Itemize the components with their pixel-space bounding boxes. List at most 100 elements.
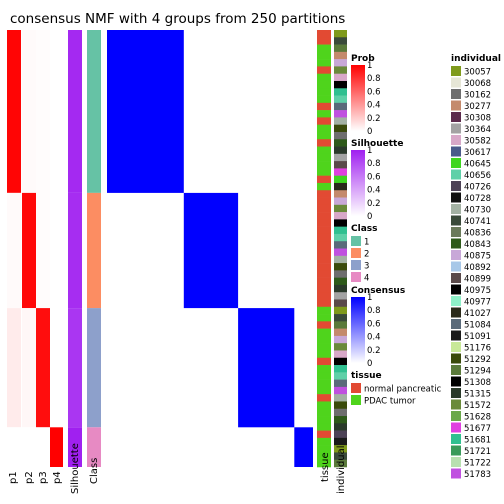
- legend-individual-label: 30617: [464, 148, 491, 158]
- tissue-cell: [317, 124, 331, 133]
- individual-cell: [334, 430, 347, 439]
- individual-cell: [334, 416, 347, 424]
- legend-individual-swatch: [451, 411, 461, 421]
- legend-individual-label: 51084: [464, 321, 491, 331]
- tissue-cell: [317, 73, 331, 82]
- legend-individual-swatch: [451, 365, 461, 375]
- consensus-block-2: [183, 192, 239, 309]
- legend-individual-label: 51628: [464, 413, 491, 423]
- legend-individual-label: 40975: [464, 286, 491, 296]
- legend-prob-ticks: 1 0.8 0.6 0.4 0.2 0: [367, 61, 381, 137]
- legend-tissue-title: tissue: [351, 371, 382, 381]
- legend-consensus-title: Consensus: [351, 286, 405, 296]
- legend-individual-label: 51722: [464, 459, 491, 469]
- individual-cell: [334, 270, 347, 278]
- tissue-cell: [317, 95, 331, 104]
- legend-prob-tick: 0: [367, 127, 372, 137]
- legend-individual-swatch: [451, 261, 461, 272]
- tissue-cell: [317, 350, 331, 359]
- legend-consensus: Consensus 1 0.8 0.6 0.4 0.2 0: [351, 286, 405, 369]
- legend-individual-label: 40836: [464, 229, 491, 239]
- legend-tissue-label: normal pancreatic: [364, 385, 442, 395]
- legend-individual-label: 51308: [464, 378, 491, 388]
- tissue-cell: [317, 182, 331, 191]
- individual-cell: [334, 153, 347, 162]
- tissue-cell: [317, 197, 331, 206]
- individual-cell: [334, 30, 347, 38]
- legend-individual-swatch: [451, 445, 461, 456]
- legend-individual-label: 51292: [464, 355, 491, 365]
- tissue-cell: [317, 88, 331, 96]
- tissue-cell: [317, 117, 331, 125]
- class-cell-1: [87, 30, 101, 193]
- legend-individual-swatch: [451, 330, 461, 341]
- tissue-cell: [317, 161, 331, 169]
- tissue-cell: [317, 277, 331, 286]
- tissue-cell: [317, 394, 331, 402]
- individual-cell: [334, 372, 347, 380]
- individual-cell: [334, 314, 347, 322]
- legend-silhouette-tick: 0.8: [367, 159, 381, 169]
- tissue-cell: [317, 204, 331, 213]
- legend-class-swatch: [351, 272, 361, 282]
- tissue-cell: [317, 379, 331, 388]
- legend-individual-swatch: [451, 468, 461, 479]
- legend-individual-swatch: [451, 388, 461, 398]
- tissue-cell: [317, 357, 331, 366]
- individual-cell: [334, 335, 347, 344]
- individual-cell: [334, 80, 347, 89]
- legend-individual-swatch: [451, 181, 461, 191]
- individual-cell: [334, 321, 347, 329]
- legend-tissue-swatch: [351, 383, 361, 393]
- tissue-cell: [317, 51, 331, 60]
- legend-silhouette-tick: 0.4: [367, 186, 381, 196]
- legend-individual-label: 51681: [464, 436, 491, 446]
- class-cell-2: [87, 192, 101, 309]
- individual-cell: [334, 226, 347, 235]
- individual-cell: [334, 175, 347, 184]
- individual-cell: [334, 212, 347, 220]
- axis-label-silhouette: Silhouette: [70, 443, 81, 494]
- individual-cell: [334, 437, 347, 446]
- legend-silhouette-title: Silhouette: [351, 139, 403, 149]
- legend-silhouette: Silhouette 1 0.8 0.6 0.4 0.2 0: [351, 139, 403, 222]
- legend-individual-label: 30162: [464, 91, 491, 101]
- silhouette-cell-class-2: [68, 192, 82, 309]
- tissue-cell: [317, 190, 331, 198]
- legend-individual-swatch: [451, 192, 461, 203]
- individual-cell: [334, 219, 347, 227]
- prob-cell-p1-class-3: [7, 308, 21, 428]
- legend-individual-label: 30308: [464, 114, 491, 124]
- prob-cell-p3-class-2: [36, 192, 50, 309]
- legend-tissue-label: PDAC tumor: [364, 397, 416, 407]
- legend-individual-label: 51721: [464, 447, 491, 457]
- tissue-cell: [317, 219, 331, 227]
- individual-cell: [334, 452, 347, 461]
- prob-cell-p4-class-2: [50, 192, 63, 309]
- legend-consensus-tick: 0.8: [367, 306, 381, 316]
- individual-cell: [334, 263, 347, 271]
- tissue-cell: [317, 386, 331, 395]
- legend-consensus-tick: 0: [367, 359, 372, 369]
- legend-individual-label: 51783: [464, 470, 491, 480]
- individual-cell: [334, 306, 347, 315]
- prob-cell-p2-class-4: [22, 427, 36, 467]
- individual-cell: [334, 328, 347, 337]
- legend-individual-swatch: [451, 296, 461, 306]
- tissue-cell: [317, 212, 331, 220]
- legend-individual-swatch: [451, 227, 461, 237]
- legend-individual-label: 51176: [464, 344, 491, 354]
- axis-label-p4: p4: [52, 471, 63, 484]
- legend-individual-label: 40875: [464, 252, 491, 262]
- legend-consensus-colorbar: [351, 297, 365, 363]
- individual-cell: [334, 168, 347, 176]
- tissue-cell: [317, 139, 331, 147]
- individual-cell: [334, 88, 347, 96]
- legend-individual-label: 51315: [464, 390, 491, 400]
- legend-individual-swatch: [451, 204, 461, 214]
- tissue-cell: [317, 335, 331, 344]
- individual-cell: [334, 394, 347, 402]
- individual-cell: [334, 379, 347, 388]
- legend-individual-label: 51294: [464, 367, 491, 377]
